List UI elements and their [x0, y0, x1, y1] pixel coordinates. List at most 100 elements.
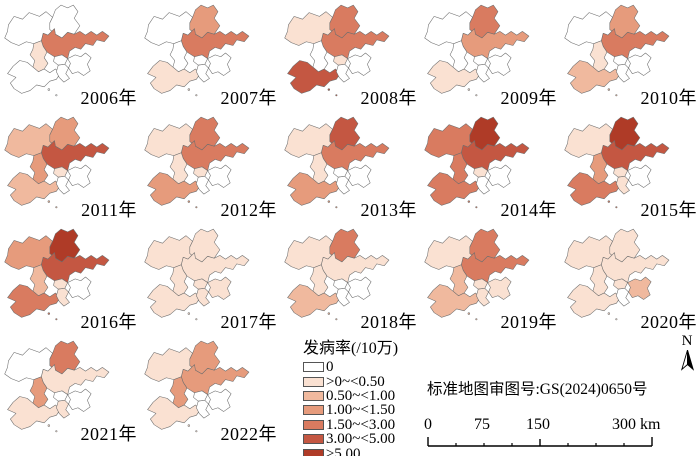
- year-label: 2019年: [500, 312, 557, 332]
- year-map: 2012年: [140, 112, 280, 224]
- district-laoshan: [347, 276, 372, 300]
- year-label: 2011年: [81, 200, 137, 220]
- island-dot: [187, 88, 191, 91]
- island-dot: [327, 88, 331, 91]
- district-laoshan: [67, 52, 92, 76]
- district-huangdao: [567, 284, 621, 318]
- district-huangdao: [287, 60, 341, 94]
- district-huangdao: [147, 172, 201, 206]
- year-map: 2020年: [560, 224, 700, 336]
- district-laoshan: [207, 276, 232, 300]
- island-dot: [615, 318, 618, 321]
- legend-class-label: 1.50~<3.00: [326, 416, 396, 433]
- island-dot: [195, 430, 198, 433]
- district-urban-core: [616, 287, 630, 307]
- map-legend: 发病率(/10万) 0 >0~<0.50 0.50~<1.00 1.00~<1.50 1…: [303, 334, 438, 456]
- island-dot: [187, 200, 191, 203]
- district-huangdao: [567, 60, 621, 94]
- year-label: 2014年: [500, 200, 557, 220]
- island-dot: [335, 94, 338, 97]
- year-map: 2019年: [420, 224, 560, 336]
- district-laoshan: [347, 52, 372, 76]
- district-laoshan: [487, 52, 512, 76]
- district-huangdao: [7, 60, 61, 94]
- scale-bar: 0 75 150 300 km: [424, 416, 680, 450]
- year-label: 2006年: [80, 88, 137, 108]
- year-map: 2015年: [560, 112, 700, 224]
- district-laoshan: [487, 276, 512, 300]
- legend-row: 1.50~<3.00: [303, 416, 438, 433]
- district-huangdao: [567, 172, 621, 206]
- island-dot: [335, 206, 338, 209]
- district-urban-core: [616, 175, 630, 195]
- year-map: 2008年: [280, 0, 420, 112]
- year-label: 2009年: [500, 88, 557, 108]
- legend-class-label: 0: [326, 359, 334, 376]
- year-label: 2015年: [640, 200, 697, 220]
- district-laoshan: [67, 276, 92, 300]
- district-laoshan: [347, 164, 372, 188]
- year-map: 2010年: [560, 0, 700, 112]
- district-urban-core: [336, 287, 350, 307]
- district-laoshan: [627, 164, 652, 188]
- district-map: [424, 228, 530, 321]
- island-dot: [335, 318, 338, 321]
- district-huangdao: [7, 284, 61, 318]
- district-urban-core: [196, 175, 210, 195]
- district-laoshan: [67, 164, 92, 188]
- legend-swatch: [303, 376, 324, 387]
- island-dot: [475, 94, 478, 97]
- legend-row: 0.50~<1.00: [303, 387, 438, 404]
- scale-tick-label: 75: [474, 416, 490, 433]
- district-laoshan: [207, 52, 232, 76]
- north-label: N: [681, 333, 693, 349]
- year-label: 2017年: [220, 312, 277, 332]
- island-dot: [195, 206, 198, 209]
- district-map: [564, 4, 670, 97]
- legend-class-label: >0~<0.50: [326, 373, 385, 390]
- district-map: [144, 116, 250, 209]
- year-label: 2020年: [640, 312, 697, 332]
- map-approval-note: 标准地图审图号:GS(2024)0650号: [427, 381, 648, 398]
- legend-swatch: [303, 434, 324, 445]
- district-laoshan: [207, 164, 232, 188]
- island-dot: [607, 88, 611, 91]
- district-laoshan: [67, 388, 92, 412]
- legend-rows: 0 >0~<0.50 0.50~<1.00 1.00~<1.50 1.50~<3.00 3…: [303, 360, 438, 456]
- district-urban-core: [616, 63, 630, 83]
- district-urban-core: [56, 63, 70, 83]
- year-map: 2021年: [0, 336, 140, 448]
- district-huangdao: [287, 172, 341, 206]
- legend-swatch: [303, 419, 324, 430]
- legend-class-label: 1.00~<1.50: [326, 402, 396, 419]
- island-dot: [475, 206, 478, 209]
- year-label: 2012年: [220, 200, 277, 220]
- district-huangdao: [427, 172, 481, 206]
- district-map: [144, 4, 250, 97]
- year-label: 2022年: [220, 424, 277, 444]
- legend-swatch: [303, 362, 324, 373]
- district-map: [284, 4, 390, 97]
- year-label: 2010年: [640, 88, 697, 108]
- district-map: [424, 4, 530, 97]
- year-label: 2016年: [80, 312, 137, 332]
- district-urban-core: [56, 399, 70, 419]
- district-map: [564, 228, 670, 321]
- district-map: [4, 116, 110, 209]
- year-map: 2006年: [0, 0, 140, 112]
- island-dot: [55, 206, 58, 209]
- district-urban-core: [56, 175, 70, 195]
- district-map: [564, 116, 670, 209]
- legend-class-label: 0.50~<1.00: [326, 387, 396, 404]
- district-huangdao: [147, 396, 201, 430]
- district-huangdao: [287, 284, 341, 318]
- island-dot: [327, 312, 331, 315]
- legend-row: ≥5.00: [303, 446, 438, 456]
- year-map: 2011年: [0, 112, 140, 224]
- year-label: 2013年: [360, 200, 417, 220]
- scale-end-label: 300 km: [612, 416, 661, 433]
- year-label: 2008年: [360, 88, 417, 108]
- district-urban-core: [56, 287, 70, 307]
- district-map: [4, 4, 110, 97]
- year-label: 2018年: [360, 312, 417, 332]
